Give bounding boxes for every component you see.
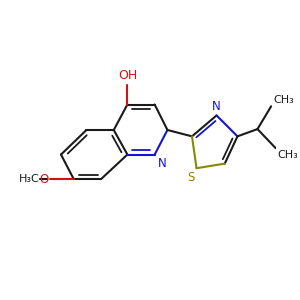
Text: CH₃: CH₃ [278, 150, 298, 160]
Text: CH₃: CH₃ [273, 94, 294, 104]
Text: O: O [39, 172, 48, 186]
Text: N: N [158, 157, 166, 170]
Text: S: S [187, 171, 195, 184]
Text: H₃C: H₃C [18, 174, 39, 184]
Text: N: N [212, 100, 221, 113]
Text: OH: OH [118, 69, 137, 82]
